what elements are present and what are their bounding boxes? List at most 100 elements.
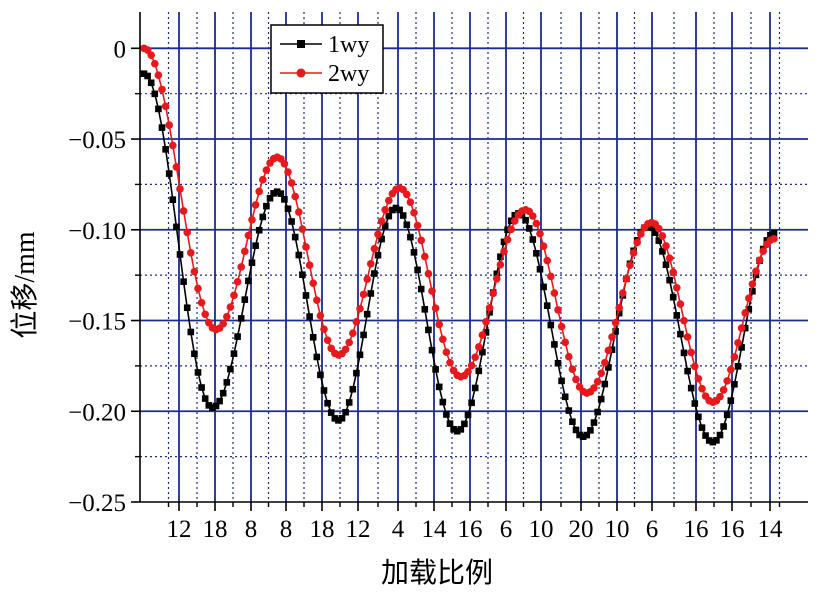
data-point-1wy <box>374 251 382 259</box>
data-point-2wy <box>496 260 505 269</box>
x-tick-label: 12 <box>167 516 192 543</box>
data-point-2wy <box>406 198 415 206</box>
data-point-1wy <box>597 395 605 403</box>
data-point-2wy <box>543 256 551 265</box>
data-point-1wy <box>230 350 238 357</box>
data-point-2wy <box>431 304 440 313</box>
data-point-2wy <box>165 121 173 129</box>
data-point-1wy <box>583 431 591 439</box>
grid <box>140 12 808 502</box>
data-point-2wy <box>471 353 480 362</box>
data-point-1wy <box>734 363 742 370</box>
data-point-2wy <box>183 228 191 237</box>
data-point-1wy <box>749 287 756 295</box>
data-point-2wy <box>561 338 569 347</box>
x-tick-label: 14 <box>758 516 784 543</box>
data-point-2wy <box>590 384 598 392</box>
data-point-2wy <box>550 289 559 297</box>
data-point-2wy <box>367 260 375 268</box>
data-point-1wy <box>590 419 598 426</box>
y-tick-label: 0 <box>114 36 127 63</box>
data-point-1wy <box>471 384 479 392</box>
legend-label-1wy: 1wy <box>328 32 369 58</box>
data-point-1wy <box>579 433 587 440</box>
data-point-2wy <box>673 283 681 292</box>
data-point-1wy <box>475 367 483 375</box>
data-point-1wy <box>651 229 659 236</box>
data-point-1wy <box>194 369 202 376</box>
data-point-2wy <box>439 335 447 344</box>
data-point-1wy <box>669 293 677 301</box>
data-point-1wy <box>151 90 159 98</box>
data-point-2wy <box>611 318 620 327</box>
data-point-2wy <box>248 215 256 224</box>
data-point-1wy <box>198 384 205 391</box>
data-point-2wy <box>161 102 170 111</box>
x-axis-title: 加载比例 <box>381 557 493 589</box>
data-point-1wy <box>212 402 220 410</box>
data-point-2wy <box>345 338 354 347</box>
data-point-2wy <box>737 324 746 332</box>
data-point-1wy <box>695 413 702 421</box>
data-point-1wy <box>425 326 432 334</box>
series-line-2wy <box>143 47 775 404</box>
data-point-1wy <box>284 205 292 213</box>
data-point-2wy <box>536 229 544 238</box>
data-point-1wy <box>525 225 533 232</box>
data-point-2wy <box>716 392 724 401</box>
data-point-1wy <box>317 371 324 379</box>
data-point-1wy <box>241 296 249 303</box>
data-point-2wy <box>172 163 181 171</box>
data-point-1wy <box>342 408 349 416</box>
data-point-2wy <box>410 208 418 217</box>
data-point-2wy <box>320 325 328 333</box>
data-point-1wy <box>702 432 709 439</box>
data-point-2wy <box>478 331 487 339</box>
data-point-2wy <box>730 353 739 361</box>
data-point-2wy <box>244 231 253 240</box>
data-point-2wy <box>158 85 166 94</box>
data-point-2wy <box>741 309 749 317</box>
data-point-1wy <box>162 146 169 153</box>
data-point-1wy <box>371 270 378 277</box>
data-point-2wy <box>316 311 325 320</box>
x-tick-label: 18 <box>310 516 335 543</box>
data-point-2wy <box>201 310 209 319</box>
data-point-1wy <box>605 364 612 371</box>
data-point-1wy <box>173 223 180 231</box>
data-point-1wy <box>468 399 475 407</box>
data-point-1wy <box>407 233 414 241</box>
data-point-1wy <box>255 226 263 234</box>
data-point-1wy <box>158 124 166 131</box>
data-point-1wy <box>277 190 285 197</box>
x-tick-label: 6 <box>500 516 513 543</box>
y-axis-title: 位移/mm <box>9 231 41 339</box>
data-point-1wy <box>324 399 331 407</box>
data-point-1wy <box>486 308 493 316</box>
data-point-1wy <box>144 72 151 80</box>
data-point-2wy <box>403 190 411 199</box>
y-tick-label: −0.20 <box>68 399 126 426</box>
data-point-1wy <box>403 221 411 229</box>
data-point-2wy <box>554 306 562 314</box>
data-point-1wy <box>500 238 508 246</box>
data-point-1wy <box>381 222 389 230</box>
data-point-1wy <box>252 242 259 249</box>
data-point-1wy <box>522 216 529 224</box>
data-point-1wy <box>551 341 558 348</box>
data-point-1wy <box>684 367 691 375</box>
data-point-2wy <box>435 320 444 329</box>
data-point-1wy <box>349 385 357 393</box>
series-layer <box>140 44 778 446</box>
data-point-1wy <box>299 271 306 279</box>
data-point-1wy <box>288 218 295 225</box>
data-point-1wy <box>327 409 335 416</box>
data-point-1wy <box>165 170 173 177</box>
data-point-1wy <box>227 365 234 373</box>
data-point-2wy <box>669 268 677 277</box>
data-point-2wy <box>259 175 267 184</box>
data-point-2wy <box>237 263 245 271</box>
data-point-1wy <box>482 329 490 336</box>
data-point-2wy <box>417 236 426 245</box>
data-point-2wy <box>176 185 184 193</box>
